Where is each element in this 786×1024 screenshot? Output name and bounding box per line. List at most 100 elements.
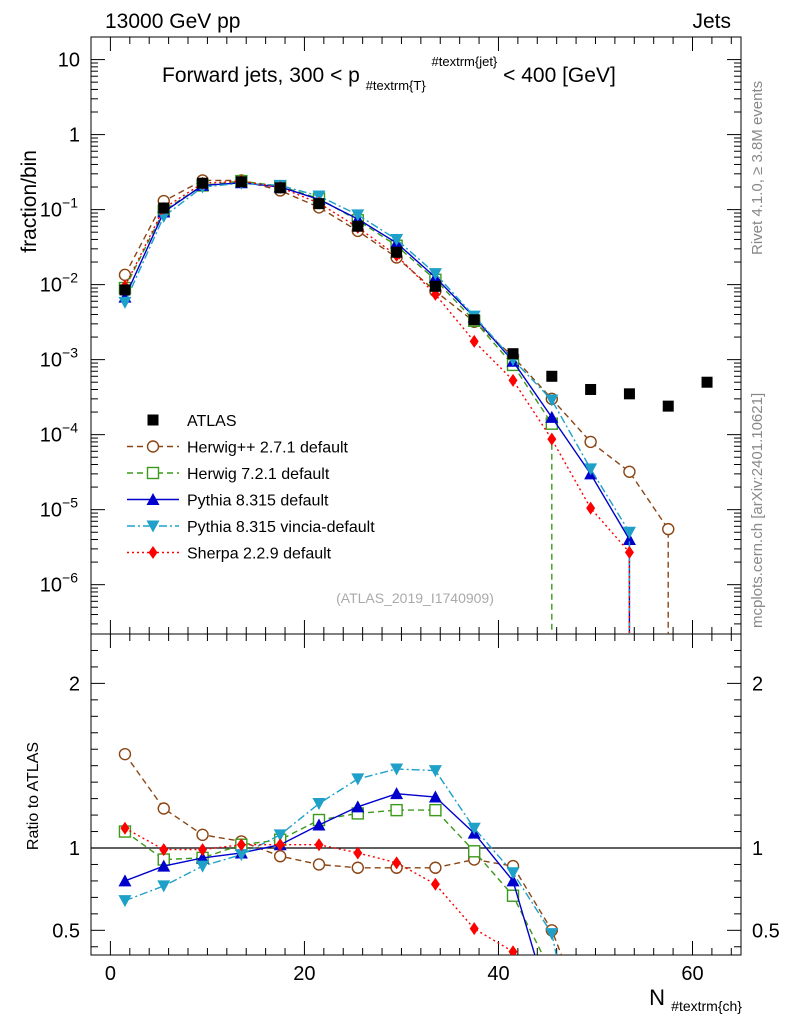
ytick-exponent: −3 [62, 345, 78, 361]
data-point [352, 220, 364, 232]
data-point [545, 394, 559, 407]
ratio-series-herwig-7-2-1-default [118, 803, 544, 955]
ratio-point [506, 867, 520, 880]
series-herwig-7-2-1-default [118, 174, 559, 634]
ratio-point [351, 773, 365, 786]
ratio-point [506, 889, 520, 902]
header-right-label: Jets [692, 10, 731, 33]
ratio-point [198, 843, 208, 857]
ratio-point [469, 922, 479, 936]
legend-entry-herwig-2-7-1-default: Herwig++ 2.7.1 default [127, 440, 349, 457]
rivet-version-label: Rivet 4.1.0, ≥ 3.8M events [749, 81, 766, 255]
ratio-point [312, 818, 326, 831]
data-point [701, 376, 713, 388]
legend-marker [148, 546, 158, 559]
main-series-layer [118, 174, 713, 634]
ytick-exponent: −1 [62, 195, 78, 211]
data-point [390, 233, 404, 246]
data-point [391, 246, 403, 258]
xtick-label: 20 [293, 963, 315, 985]
data-point [585, 383, 597, 395]
series-line [124, 179, 669, 634]
ratio-point [390, 787, 404, 800]
ytick-base: 10 [40, 425, 62, 447]
ratio-point [234, 849, 248, 862]
ratio-series-herwig-2-7-1-default [118, 747, 563, 955]
ratio-point [467, 822, 481, 835]
ratio-point [118, 895, 132, 908]
ratio-ytick-label-right: 2 [752, 673, 763, 695]
ytick-base: 10 [40, 275, 62, 297]
ratio-series-sherpa-2-2-9-default [120, 821, 518, 955]
legend-label: Herwig++ 2.7.1 default [187, 440, 349, 457]
data-point [235, 176, 247, 188]
data-point [313, 198, 325, 210]
legend-marker [146, 520, 160, 533]
ratio-point [196, 851, 210, 864]
main-ytick-label: 10−2 [40, 270, 78, 297]
ratio-series-layer [118, 747, 563, 955]
title-tail: < 400 [GeV] [503, 64, 616, 87]
ratio-point [275, 838, 285, 852]
ytick-base: 10 [40, 500, 62, 522]
ratio-point [390, 803, 403, 817]
data-point [312, 190, 326, 203]
series-pythia-8-315-default [118, 176, 636, 634]
ratio-point [314, 838, 324, 852]
series-line [124, 182, 631, 634]
ratio-point [196, 860, 210, 873]
ratio-point [430, 877, 440, 891]
data-point [507, 348, 519, 360]
ratio-series-line [124, 753, 563, 955]
ratio-point [118, 874, 132, 887]
ratio-point [273, 829, 287, 842]
xtick-label: 60 [681, 963, 703, 985]
ratio-point [468, 845, 481, 858]
series-line [124, 180, 631, 634]
ratio-series-line [124, 792, 536, 955]
header-left-label: 13000 GeV pp [105, 10, 240, 33]
ytick-exponent: −5 [62, 495, 78, 511]
data-point [584, 463, 598, 476]
ratio-point [429, 803, 442, 817]
title-main-part: Forward jets, 300 < p [162, 64, 360, 87]
data-point [624, 545, 634, 559]
ratio-point [120, 821, 130, 835]
data-point [662, 400, 674, 412]
main-ytick-label: 10−5 [40, 495, 78, 522]
ratio-point [236, 838, 246, 852]
main-ytick-label: 10 [58, 50, 80, 72]
main-ytick-label: 10−3 [40, 345, 78, 372]
series-atlas [119, 176, 713, 412]
legend-entry-pythia-8-315-vincia-default: Pythia 8.315 vincia-default [127, 519, 375, 536]
data-point [119, 284, 131, 296]
data-point [469, 334, 479, 348]
ratio-ytick-label-left: 0.5 [52, 920, 80, 942]
ratio-point [312, 858, 326, 871]
legend-marker [146, 493, 160, 505]
ratio-ytick-label-right: 0.5 [752, 920, 780, 942]
ratio-point [159, 843, 169, 857]
legend-label: ATLAS [187, 413, 237, 430]
ytick-exponent: −4 [62, 420, 78, 436]
ratio-series-line [124, 827, 515, 955]
legend: ATLAS Herwig++ 2.7.1 default Herwig 7.2.1 … [127, 413, 375, 563]
ratio-point [196, 828, 209, 842]
legend-entry-sherpa-2-2-9-default: Sherpa 2.2.9 default [127, 546, 332, 563]
legend-marker [146, 466, 160, 480]
data-point [158, 202, 170, 214]
ytick-base: 10 [40, 200, 62, 222]
main-ylabel: fraction/bin [18, 150, 41, 253]
data-point [428, 268, 442, 281]
ratio-point [508, 945, 518, 955]
ratio-point [312, 798, 326, 811]
legend-entry-atlas: ATLAS [147, 413, 237, 430]
ratio-point [351, 800, 365, 813]
series-pythia-8-315-vincia-default [118, 177, 636, 634]
ytick-exponent: −6 [62, 570, 78, 586]
ratio-point [273, 850, 287, 863]
main-ytick-label: 10−1 [40, 195, 78, 222]
title-subscript: #textrm{T} [366, 78, 427, 93]
